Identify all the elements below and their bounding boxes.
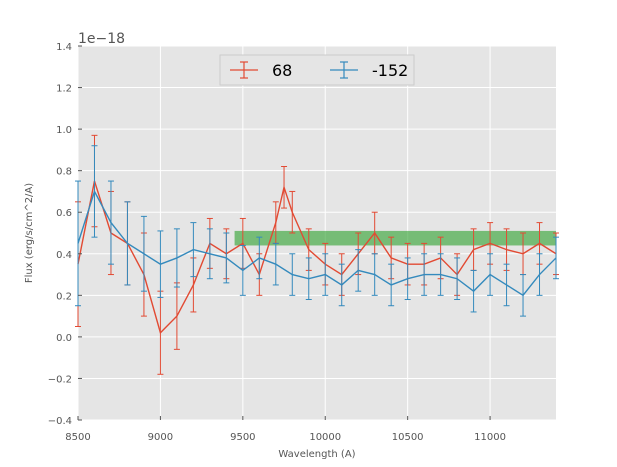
error-bar bbox=[536, 253, 543, 296]
error-bar bbox=[173, 228, 180, 288]
error-bar bbox=[239, 244, 246, 296]
error-bar bbox=[190, 222, 197, 278]
y-tick-label: 0.4 bbox=[56, 250, 72, 261]
error-bar bbox=[206, 228, 213, 280]
error-bar bbox=[140, 215, 147, 292]
y-axis-label: Flux (erg/s/cm^2/A) bbox=[24, 183, 35, 283]
error-bar bbox=[520, 274, 527, 317]
x-tick-label: 11000 bbox=[474, 432, 506, 443]
error-bar bbox=[503, 263, 510, 307]
error-bar bbox=[487, 253, 494, 296]
y-tick-label: 0.0 bbox=[56, 333, 72, 344]
legend-item-152: -152 bbox=[330, 61, 408, 80]
x-tick-label: 9000 bbox=[148, 432, 173, 443]
series-layer bbox=[75, 134, 559, 375]
y-tick-label: 1.4 bbox=[56, 42, 72, 53]
error-bar bbox=[75, 180, 81, 307]
x-axis-ticks: 8500 9000 9500 10000 10500 11000 bbox=[65, 416, 506, 443]
error-bar bbox=[281, 166, 288, 209]
error-bar bbox=[388, 263, 395, 307]
error-bar bbox=[223, 232, 230, 284]
error-bar bbox=[355, 249, 362, 292]
y-tick-label: 1.2 bbox=[56, 84, 72, 95]
x-tick-label: 10000 bbox=[309, 432, 341, 443]
error-bar bbox=[289, 253, 296, 296]
error-bar bbox=[454, 257, 461, 300]
y-tick-label: 0.8 bbox=[56, 167, 72, 178]
legend-label-68: 68 bbox=[272, 61, 292, 80]
series-1 bbox=[75, 145, 559, 317]
x-tick-label: 8500 bbox=[65, 432, 90, 443]
y-tick-label: 1.0 bbox=[56, 125, 72, 136]
error-bar bbox=[404, 257, 411, 300]
error-bar bbox=[157, 230, 164, 298]
legend: 68 -152 bbox=[219, 54, 415, 86]
error-bar bbox=[272, 242, 279, 286]
error-bar bbox=[553, 236, 559, 280]
y-tick-label: 0.2 bbox=[56, 291, 72, 302]
legend-item-68: 68 bbox=[230, 61, 292, 80]
x-tick-label: 9500 bbox=[230, 432, 255, 443]
x-tick-label: 10500 bbox=[392, 432, 424, 443]
error-bar bbox=[107, 180, 114, 265]
y-tick-label: −0.2 bbox=[48, 374, 72, 385]
y-axis-ticks: −0.4 −0.2 0.0 0.2 0.4 0.6 0.8 1.0 1.2 1.4 bbox=[48, 42, 82, 427]
error-bar bbox=[256, 236, 263, 280]
error-bar bbox=[470, 269, 477, 313]
error-bar bbox=[371, 253, 378, 296]
grid bbox=[77, 45, 556, 421]
error-bar bbox=[91, 145, 98, 238]
y-tick-label: 0.6 bbox=[56, 208, 72, 219]
error-bar bbox=[305, 257, 312, 300]
error-bar bbox=[338, 263, 345, 307]
offset-text: 1e−18 bbox=[78, 31, 125, 47]
legend-label-152: -152 bbox=[372, 61, 408, 80]
error-bar bbox=[124, 201, 131, 286]
error-bar bbox=[289, 190, 296, 234]
x-axis-label: Wavelength (A) bbox=[278, 449, 355, 460]
y-tick-label: −0.4 bbox=[48, 416, 72, 427]
error-bar bbox=[322, 253, 329, 296]
series-line-1 bbox=[77, 189, 557, 297]
error-bar bbox=[437, 253, 444, 296]
error-bar bbox=[421, 253, 428, 296]
highlight-band bbox=[234, 230, 556, 246]
